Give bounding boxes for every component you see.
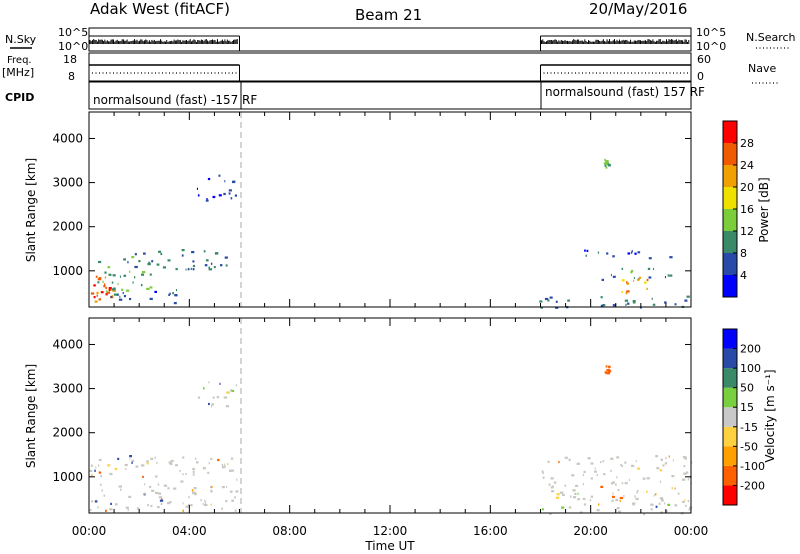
x-tick-label: 00:00 (72, 524, 107, 538)
nsky-tick-bottom: 10^0 (58, 40, 88, 53)
power-y-axis: 1000 2000 3000 4000 (52, 131, 691, 278)
x-tick-label: 08:00 (272, 524, 307, 538)
nsky-trace (88, 35, 692, 51)
x-tick-label: 00:00 (674, 524, 709, 538)
x-tick-label: 16:00 (473, 524, 508, 538)
colorbar-swatch (723, 231, 737, 253)
colorbar-tick-label: 100 (740, 362, 761, 375)
x-tick-label: 12:00 (373, 524, 408, 538)
nsky-tick-top: 10^5 (58, 26, 88, 39)
cpid-panel: CPID normalsound (fast) -157 RF normalso… (5, 81, 705, 110)
nave-label: Nave (748, 62, 776, 75)
y-tick-label: 4000 (52, 337, 83, 351)
colorbar-tick-label: -50 (740, 440, 758, 453)
date-title: 20/May/2016 (589, 0, 687, 18)
freq-tick-top: 18 (63, 53, 77, 66)
colorbar-swatch (723, 348, 737, 369)
power-y-label: Slant Range [km] (24, 158, 38, 262)
velocity-colorbar: -200 -100 -50 -15 15 50 100 200 (722, 328, 765, 506)
colorbar-swatch (723, 446, 737, 466)
nsearch-tick-bottom: 10^0 (696, 40, 726, 53)
nave-tick-top: 60 (697, 53, 711, 66)
colorbar-swatch (723, 165, 737, 187)
velocity-colorbar-label: Velocity [m s⁻¹] (763, 369, 777, 462)
x-axis-label: Time UT (364, 539, 415, 553)
power-panel: 1000 2000 3000 4000 Slant Range [km] 4 8 12 16… (24, 111, 771, 309)
colorbar-swatch (723, 485, 737, 505)
colorbar-swatch (723, 426, 737, 447)
freq-tick-bottom: 8 (68, 70, 75, 83)
y-tick-label: 2000 (52, 426, 83, 440)
colorbar-tick-label: 200 (740, 343, 761, 356)
colorbar-tick-label: -200 (740, 479, 765, 492)
colorbar-swatch (723, 187, 737, 209)
power-x-ticks (88, 112, 692, 307)
velocity-panel: 1000 2000 3000 4000 00:00 04:00 08:00 12:00 16:… (24, 317, 777, 538)
freq-panel: Freq. [MHz] 18 8 60 0 Nave (2, 52, 778, 84)
colorbar-swatch (723, 275, 737, 297)
colorbar-tick-label: 4 (740, 269, 747, 282)
freq-trace (88, 64, 692, 81)
colorbar-tick-label: 20 (740, 181, 754, 194)
cpid-segment-2: normalsound (fast) 157 RF (545, 85, 705, 99)
nsky-panel: N.Sky 10^5 10^0 10^5 10^0 N.Search (5, 26, 796, 53)
beam-title: Beam 21 (355, 6, 422, 24)
colorbar-swatch (723, 387, 737, 408)
colorbar-tick-label: -15 (740, 421, 758, 434)
colorbar-swatch (723, 121, 737, 143)
colorbar-swatch (723, 407, 737, 427)
colorbar-tick-label: 16 (740, 203, 754, 216)
nave-tick-bottom: 0 (697, 70, 704, 83)
colorbar-tick-label: 50 (740, 382, 754, 395)
colorbar-swatch (723, 209, 737, 231)
colorbar-tick-label: 12 (740, 225, 754, 238)
y-tick-label: 1000 (52, 470, 83, 484)
colorbar-swatch (723, 253, 737, 275)
cpid-label: CPID (5, 91, 34, 104)
y-tick-label: 1000 (52, 264, 83, 278)
power-colorbar-label: Power [dB] (757, 177, 771, 242)
cpid-segment-1: normalsound (fast) -157 RF (93, 93, 257, 107)
colorbar-swatch (723, 368, 737, 388)
colorbar-tick-label: 24 (740, 159, 754, 172)
y-tick-label: 4000 (52, 131, 83, 145)
velocity-y-axis: 1000 2000 3000 4000 (52, 337, 691, 484)
colorbar-tick-label: 15 (740, 401, 754, 414)
y-tick-label: 3000 (52, 176, 83, 190)
freq-unit-label: [MHz] (2, 66, 34, 79)
colorbar-tick-label: 8 (740, 247, 747, 260)
y-tick-label: 2000 (52, 220, 83, 234)
colorbar-tick-label: 28 (740, 137, 754, 150)
y-tick-label: 3000 (52, 382, 83, 396)
colorbar-swatch (723, 465, 737, 486)
x-tick-label: 20:00 (573, 524, 608, 538)
nsky-label: N.Sky (5, 33, 37, 46)
nsearch-tick-top: 10^5 (696, 26, 726, 39)
colorbar-swatch (723, 329, 737, 349)
velocity-y-label: Slant Range [km] (24, 364, 38, 468)
station-title: Adak West (fitACF) (90, 0, 230, 18)
nsearch-label: N.Search (746, 31, 796, 44)
x-tick-label: 04:00 (172, 524, 207, 538)
freq-label: Freq. (7, 55, 32, 66)
velocity-x-axis: 00:00 04:00 08:00 12:00 16:00 20:00 00:00 (72, 318, 709, 538)
colorbar-swatch (723, 143, 737, 165)
velocity-heatmap (89, 365, 693, 516)
power-colorbar: 4 8 12 16 20 24 28 (722, 120, 754, 298)
colorbar-tick-label: -100 (740, 460, 765, 473)
power-heatmap (90, 158, 690, 309)
